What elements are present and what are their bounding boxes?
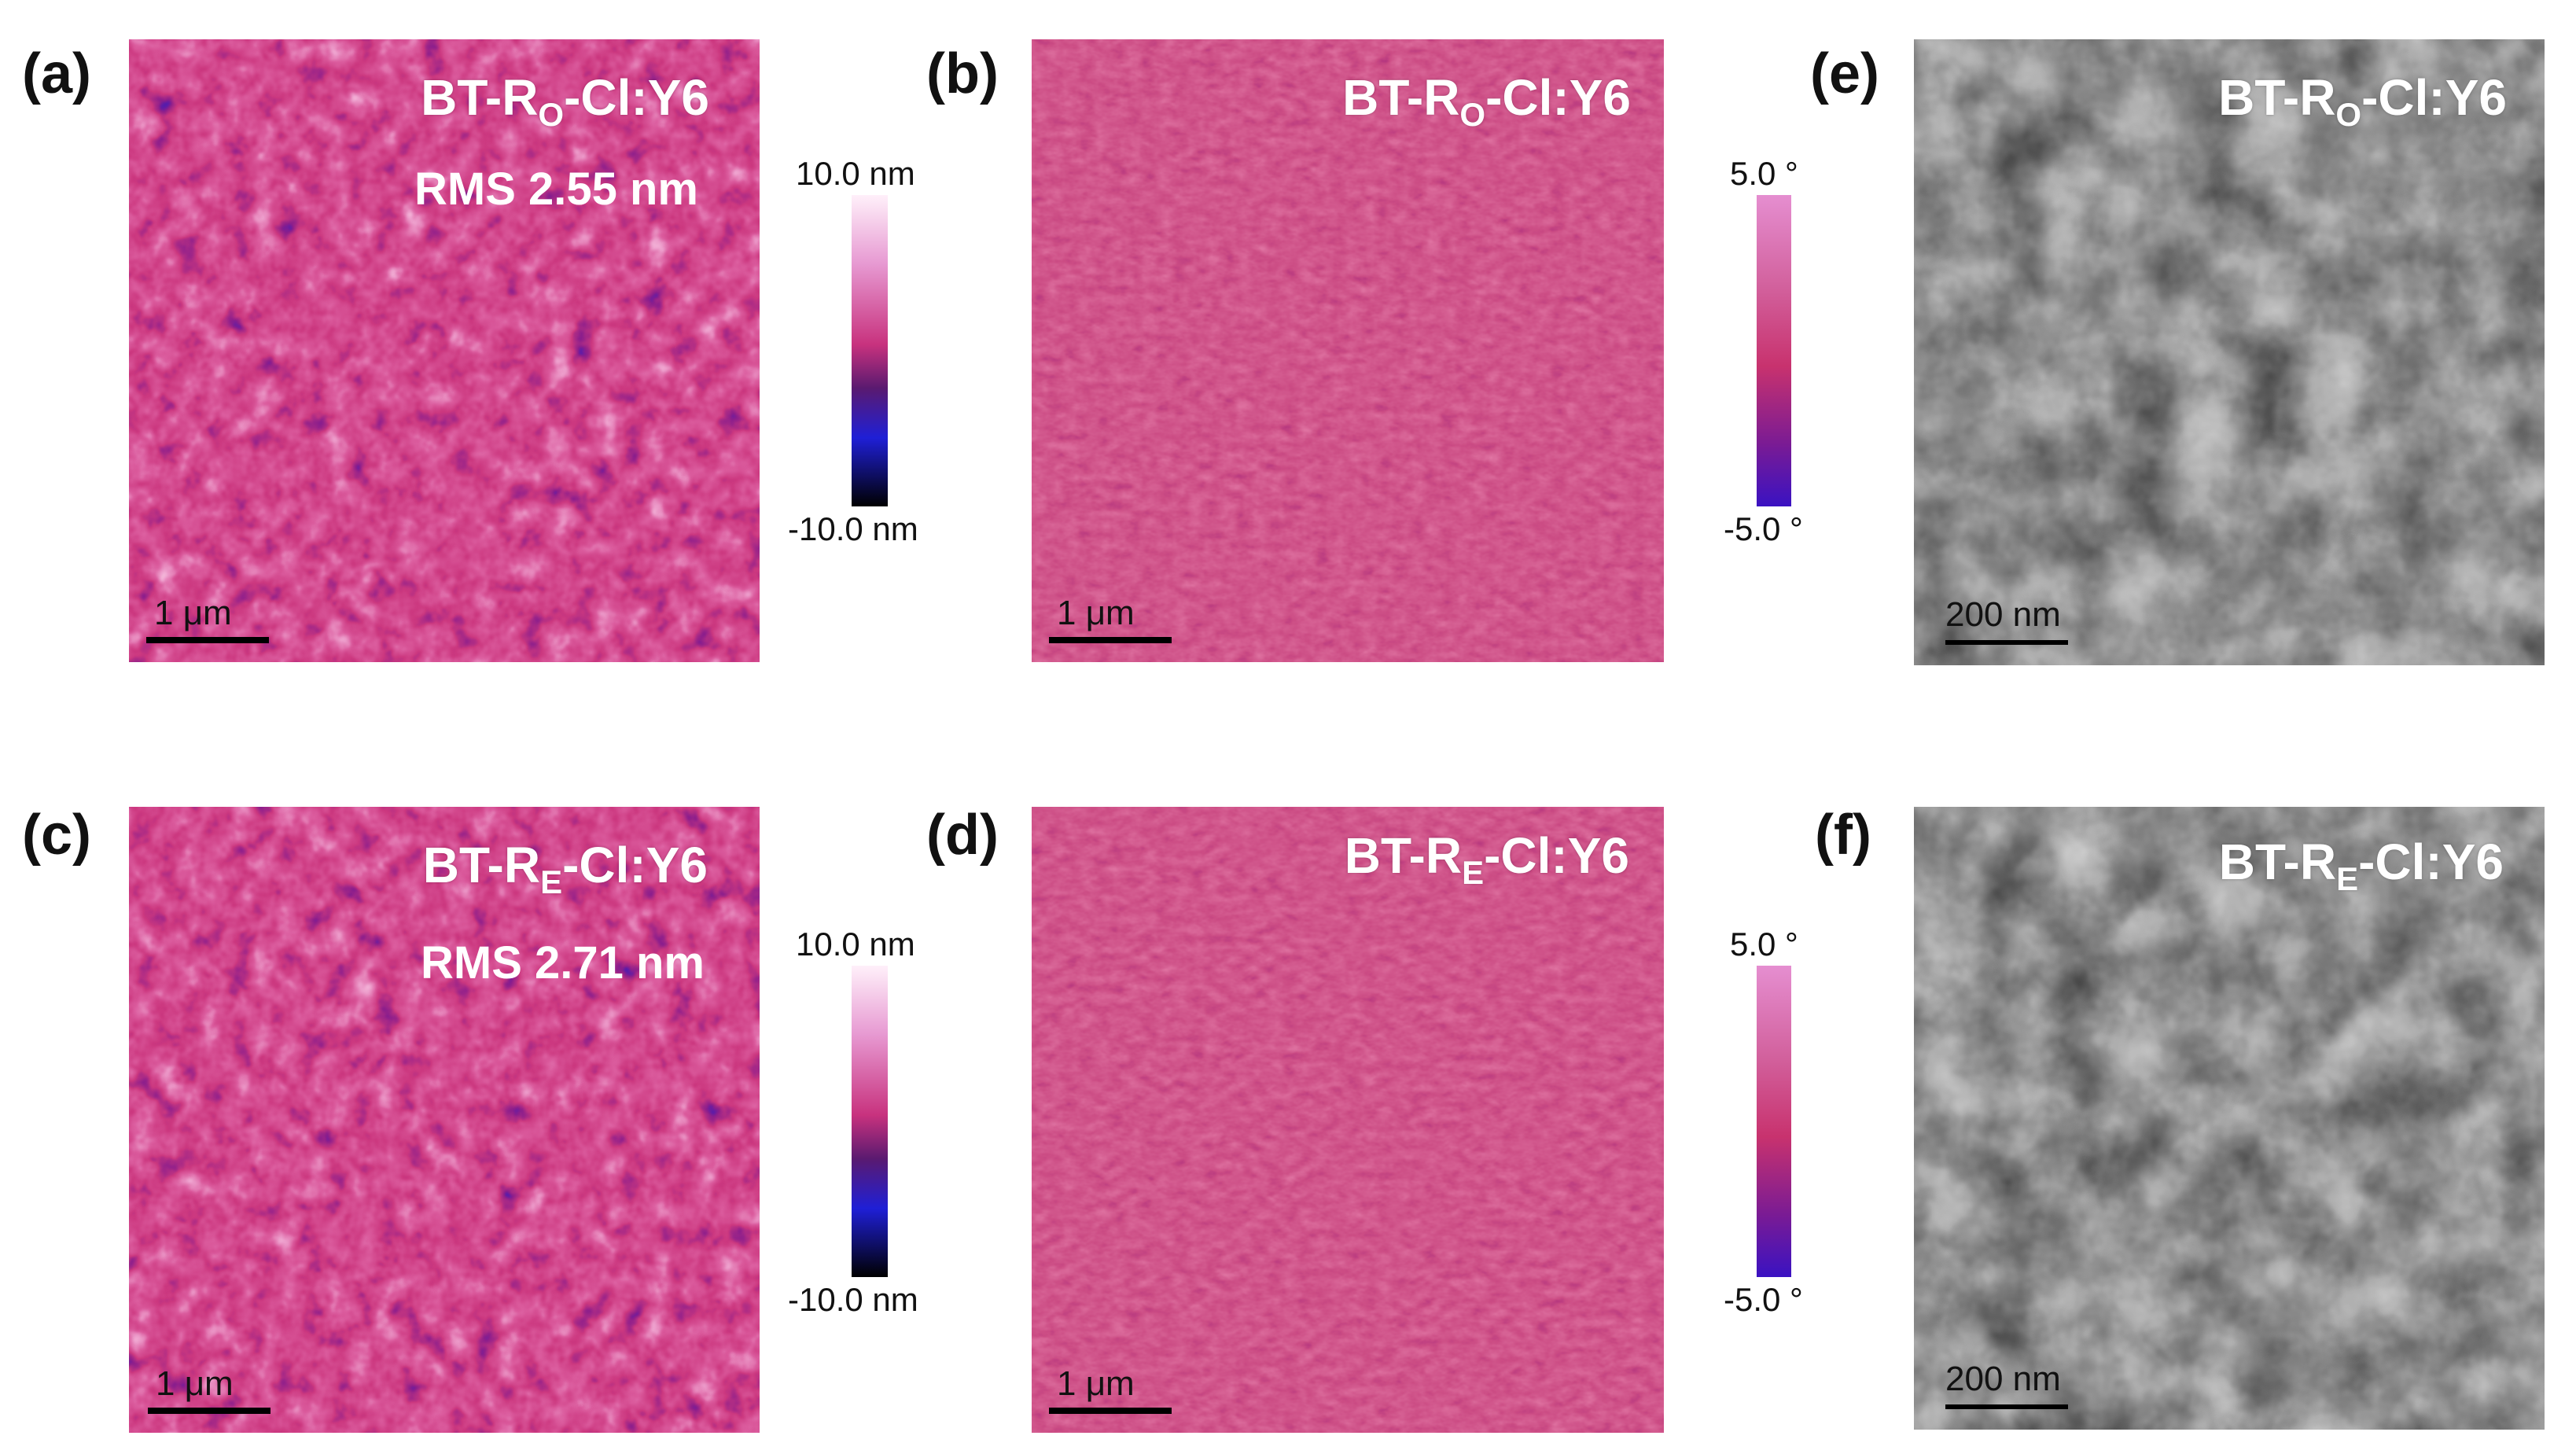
rms-value-a: RMS 2.55 nm	[414, 164, 698, 215]
scale-bar-label: 200 nm	[1945, 1360, 2061, 1398]
panel-label-d: (d)	[926, 804, 999, 867]
colorbar-max-label: 10.0 nm	[796, 155, 915, 192]
panel-label-b: (b)	[926, 42, 999, 105]
height-colorbar-top	[852, 195, 888, 506]
afm-phase-image-b: BT-RO-Cl:Y6 1 μm	[1032, 39, 1664, 662]
panel-label-a: (a)	[22, 42, 91, 105]
panel-label-f: (f)	[1815, 804, 1871, 867]
scale-bar-label: 1 μm	[1057, 1364, 1135, 1403]
scale-bar-label: 1 μm	[1057, 594, 1135, 632]
panel-title-f: BT-RE-Cl:Y6	[2218, 834, 2504, 897]
panel-label-c: (c)	[22, 804, 91, 867]
afm-phase-texture	[1032, 39, 1664, 662]
panel-title-b: BT-RO-Cl:Y6	[1342, 69, 1631, 133]
panel-title-a: BT-RO-Cl:Y6	[421, 69, 709, 133]
scale-bar-label: 1 μm	[154, 594, 232, 632]
tem-image-f: BT-RE-Cl:Y6 200 nm	[1914, 807, 2545, 1430]
afm-height-image-c: BT-RE-Cl:Y6 RMS 2.71 nm 1 μm	[129, 807, 760, 1433]
afm-height-image-a: BT-RO-Cl:Y6 RMS 2.55 nm 1 μm	[129, 39, 760, 662]
scale-bar-label: 1 μm	[156, 1364, 234, 1403]
tem-texture	[1914, 39, 2545, 665]
tem-texture	[1914, 807, 2545, 1430]
colorbar-max-label: 10.0 nm	[796, 926, 915, 963]
scale-bar-label: 200 nm	[1945, 595, 2061, 634]
afm-height-texture	[129, 39, 760, 662]
afm-phase-image-d: BT-RE-Cl:Y6 1 μm	[1032, 807, 1664, 1433]
phase-colorbar-bottom	[1757, 966, 1791, 1277]
rms-value-c: RMS 2.71 nm	[421, 937, 705, 988]
afm-phase-texture	[1032, 807, 1664, 1433]
panel-title-e: BT-RO-Cl:Y6	[2218, 69, 2507, 133]
phase-colorbar-top	[1757, 195, 1791, 506]
tem-image-e: BT-RO-Cl:Y6 200 nm	[1914, 39, 2545, 665]
height-colorbar-bottom	[852, 966, 888, 1277]
colorbar-min-label: -10.0 nm	[788, 510, 918, 547]
colorbar-min-label: -10.0 nm	[788, 1281, 918, 1318]
colorbar-max-label: 5.0 °	[1730, 926, 1798, 963]
panel-title-d: BT-RE-Cl:Y6	[1344, 827, 1629, 891]
panel-title-c: BT-RE-Cl:Y6	[422, 837, 708, 900]
colorbar-min-label: -5.0 °	[1724, 1281, 1803, 1318]
colorbar-max-label: 5.0 °	[1730, 155, 1798, 192]
panel-label-e: (e)	[1810, 42, 1879, 105]
afm-height-texture	[129, 807, 760, 1433]
colorbar-min-label: -5.0 °	[1724, 510, 1803, 547]
